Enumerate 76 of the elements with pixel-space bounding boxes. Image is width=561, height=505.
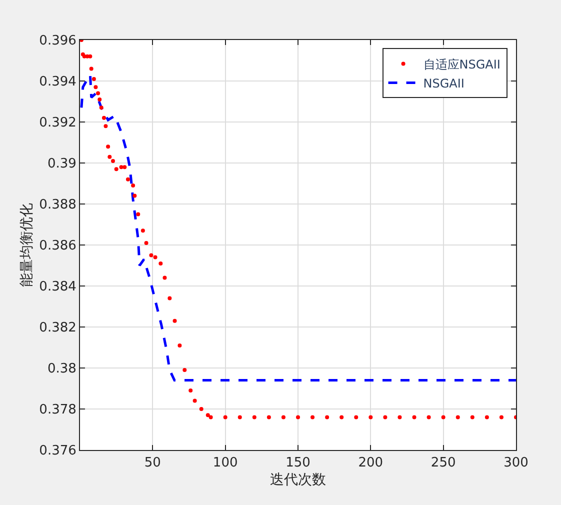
x-tick-label: 250 xyxy=(430,456,456,471)
y-tick-label: 0.392 xyxy=(39,116,76,131)
point xyxy=(192,398,197,403)
point xyxy=(238,415,242,420)
point xyxy=(354,415,358,420)
point xyxy=(412,415,416,420)
point xyxy=(104,124,108,128)
point xyxy=(325,415,330,420)
point xyxy=(162,276,167,280)
point xyxy=(110,158,115,163)
point xyxy=(153,255,158,260)
point xyxy=(106,144,110,149)
point xyxy=(89,66,94,71)
point xyxy=(102,116,106,120)
point xyxy=(122,165,127,170)
point xyxy=(94,85,98,90)
x-tick-label: 300 xyxy=(504,456,528,471)
y-tick-label: 0.382 xyxy=(39,320,76,336)
y-tick-label: 0.396 xyxy=(39,34,76,49)
y-tick-label: 0.376 xyxy=(39,444,76,459)
point xyxy=(182,368,187,372)
point xyxy=(398,415,402,420)
point xyxy=(499,415,504,420)
x-tick-label: 100 xyxy=(212,456,238,471)
point xyxy=(484,415,489,420)
point xyxy=(188,388,193,393)
point xyxy=(114,167,118,172)
point xyxy=(252,415,256,420)
point xyxy=(178,343,182,348)
point xyxy=(208,415,213,420)
point xyxy=(144,240,148,245)
legend-label: NSGAII xyxy=(423,76,464,90)
point xyxy=(266,415,271,420)
point xyxy=(140,228,145,233)
point xyxy=(368,415,373,420)
point xyxy=(199,407,204,411)
point xyxy=(131,184,136,188)
x-tick-label: 50 xyxy=(144,456,161,471)
y-tick-label: 0.388 xyxy=(39,198,76,213)
point xyxy=(340,415,344,420)
point xyxy=(168,296,172,300)
point xyxy=(383,415,388,420)
x-axis-title: 迭代次数 xyxy=(270,472,326,488)
point xyxy=(223,415,228,420)
point xyxy=(470,415,474,420)
x-tick-label: 150 xyxy=(286,456,310,471)
point xyxy=(296,415,300,420)
point xyxy=(310,415,315,420)
point xyxy=(456,415,460,420)
point xyxy=(108,154,112,159)
y-tick-label: 0.394 xyxy=(39,74,76,90)
point xyxy=(426,415,431,420)
point xyxy=(99,106,104,110)
point xyxy=(206,413,210,418)
y-tick-label: 0.384 xyxy=(39,280,76,295)
point xyxy=(132,194,137,198)
point xyxy=(441,415,446,420)
point xyxy=(136,212,140,216)
point xyxy=(88,54,92,58)
point xyxy=(92,76,96,81)
legend-label: 自适应NSGAII xyxy=(423,57,500,72)
point xyxy=(119,165,124,170)
line-series xyxy=(80,74,516,382)
point xyxy=(158,261,163,266)
y-tick-label: 0.38 xyxy=(47,362,76,377)
point xyxy=(126,177,130,182)
point xyxy=(96,91,100,96)
point xyxy=(149,253,154,258)
y-tick-label: 0.378 xyxy=(39,402,76,418)
y-tick-label: 0.386 xyxy=(39,238,76,254)
point xyxy=(98,97,102,102)
y-axis-title: 能量均衡优化 xyxy=(18,203,35,287)
x-tick-label: 200 xyxy=(358,456,384,471)
point xyxy=(281,415,286,420)
y-tick-label: 0.39 xyxy=(47,156,76,172)
point xyxy=(172,318,177,323)
